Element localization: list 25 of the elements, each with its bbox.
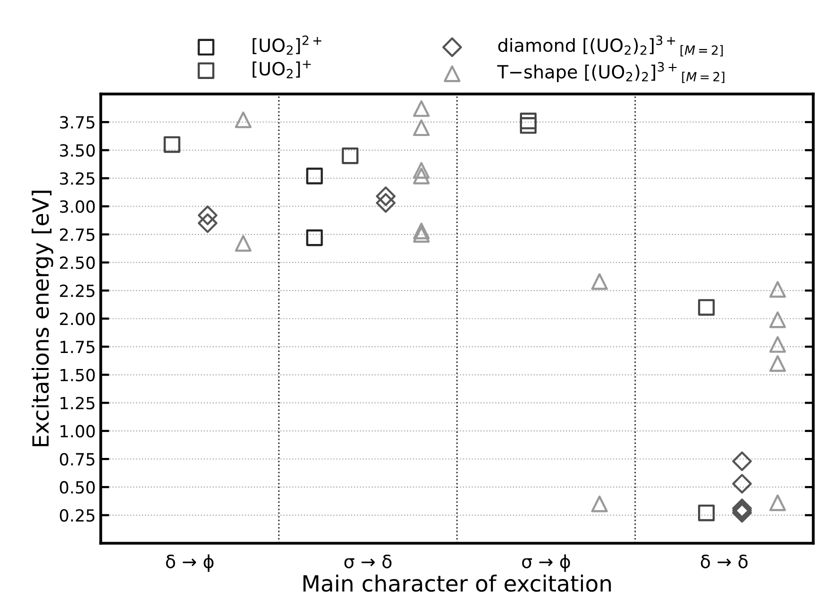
x-tick-label: σ → ϕ xyxy=(522,554,570,572)
y-tick-label: 2.25 xyxy=(60,284,94,298)
legend-label: [UO$_{2}$]$^{2+}$ xyxy=(252,36,322,55)
y-tick-label: 3.25 xyxy=(60,172,94,185)
x-tick-label: σ → δ xyxy=(344,554,392,568)
y-tick-label: 0.25 xyxy=(60,509,94,522)
y-tick-label: 1.25 xyxy=(60,396,94,410)
y-tick-label: 0.75 xyxy=(60,452,94,466)
y-tick-label: 1.00 xyxy=(60,424,95,438)
y-tick-label: 3.75 xyxy=(60,116,94,129)
x-tick-label: δ → ϕ xyxy=(166,554,214,572)
y-tick-label: 1.75 xyxy=(60,340,94,354)
y-tick-label: 2.50 xyxy=(60,256,95,270)
y-axis-title: Excitations energy [eV] xyxy=(32,190,54,446)
y-tick-label: 2.00 xyxy=(60,312,95,326)
legend-label: diamond [(UO$_{2}$)$_{2}$]$^{3+}$$_{[M=2]}$ xyxy=(498,36,723,56)
x-tick-label: δ → δ xyxy=(700,554,748,568)
y-tick-label: 2.75 xyxy=(60,228,94,241)
y-tick-label: 3.50 xyxy=(60,144,95,157)
x-axis-title: Main character of excitation xyxy=(303,574,611,592)
y-tick-label: 3.00 xyxy=(60,200,95,213)
legend-label: [UO$_{2}$]$^{+}$ xyxy=(252,60,311,78)
legend-label: T−shape [(UO$_{2}$)$_{2}$]$^{3+}$$_{[M=2]}$ xyxy=(497,62,724,83)
y-tick-label: 0.50 xyxy=(60,481,95,494)
y-tick-label: 1.50 xyxy=(60,368,95,382)
